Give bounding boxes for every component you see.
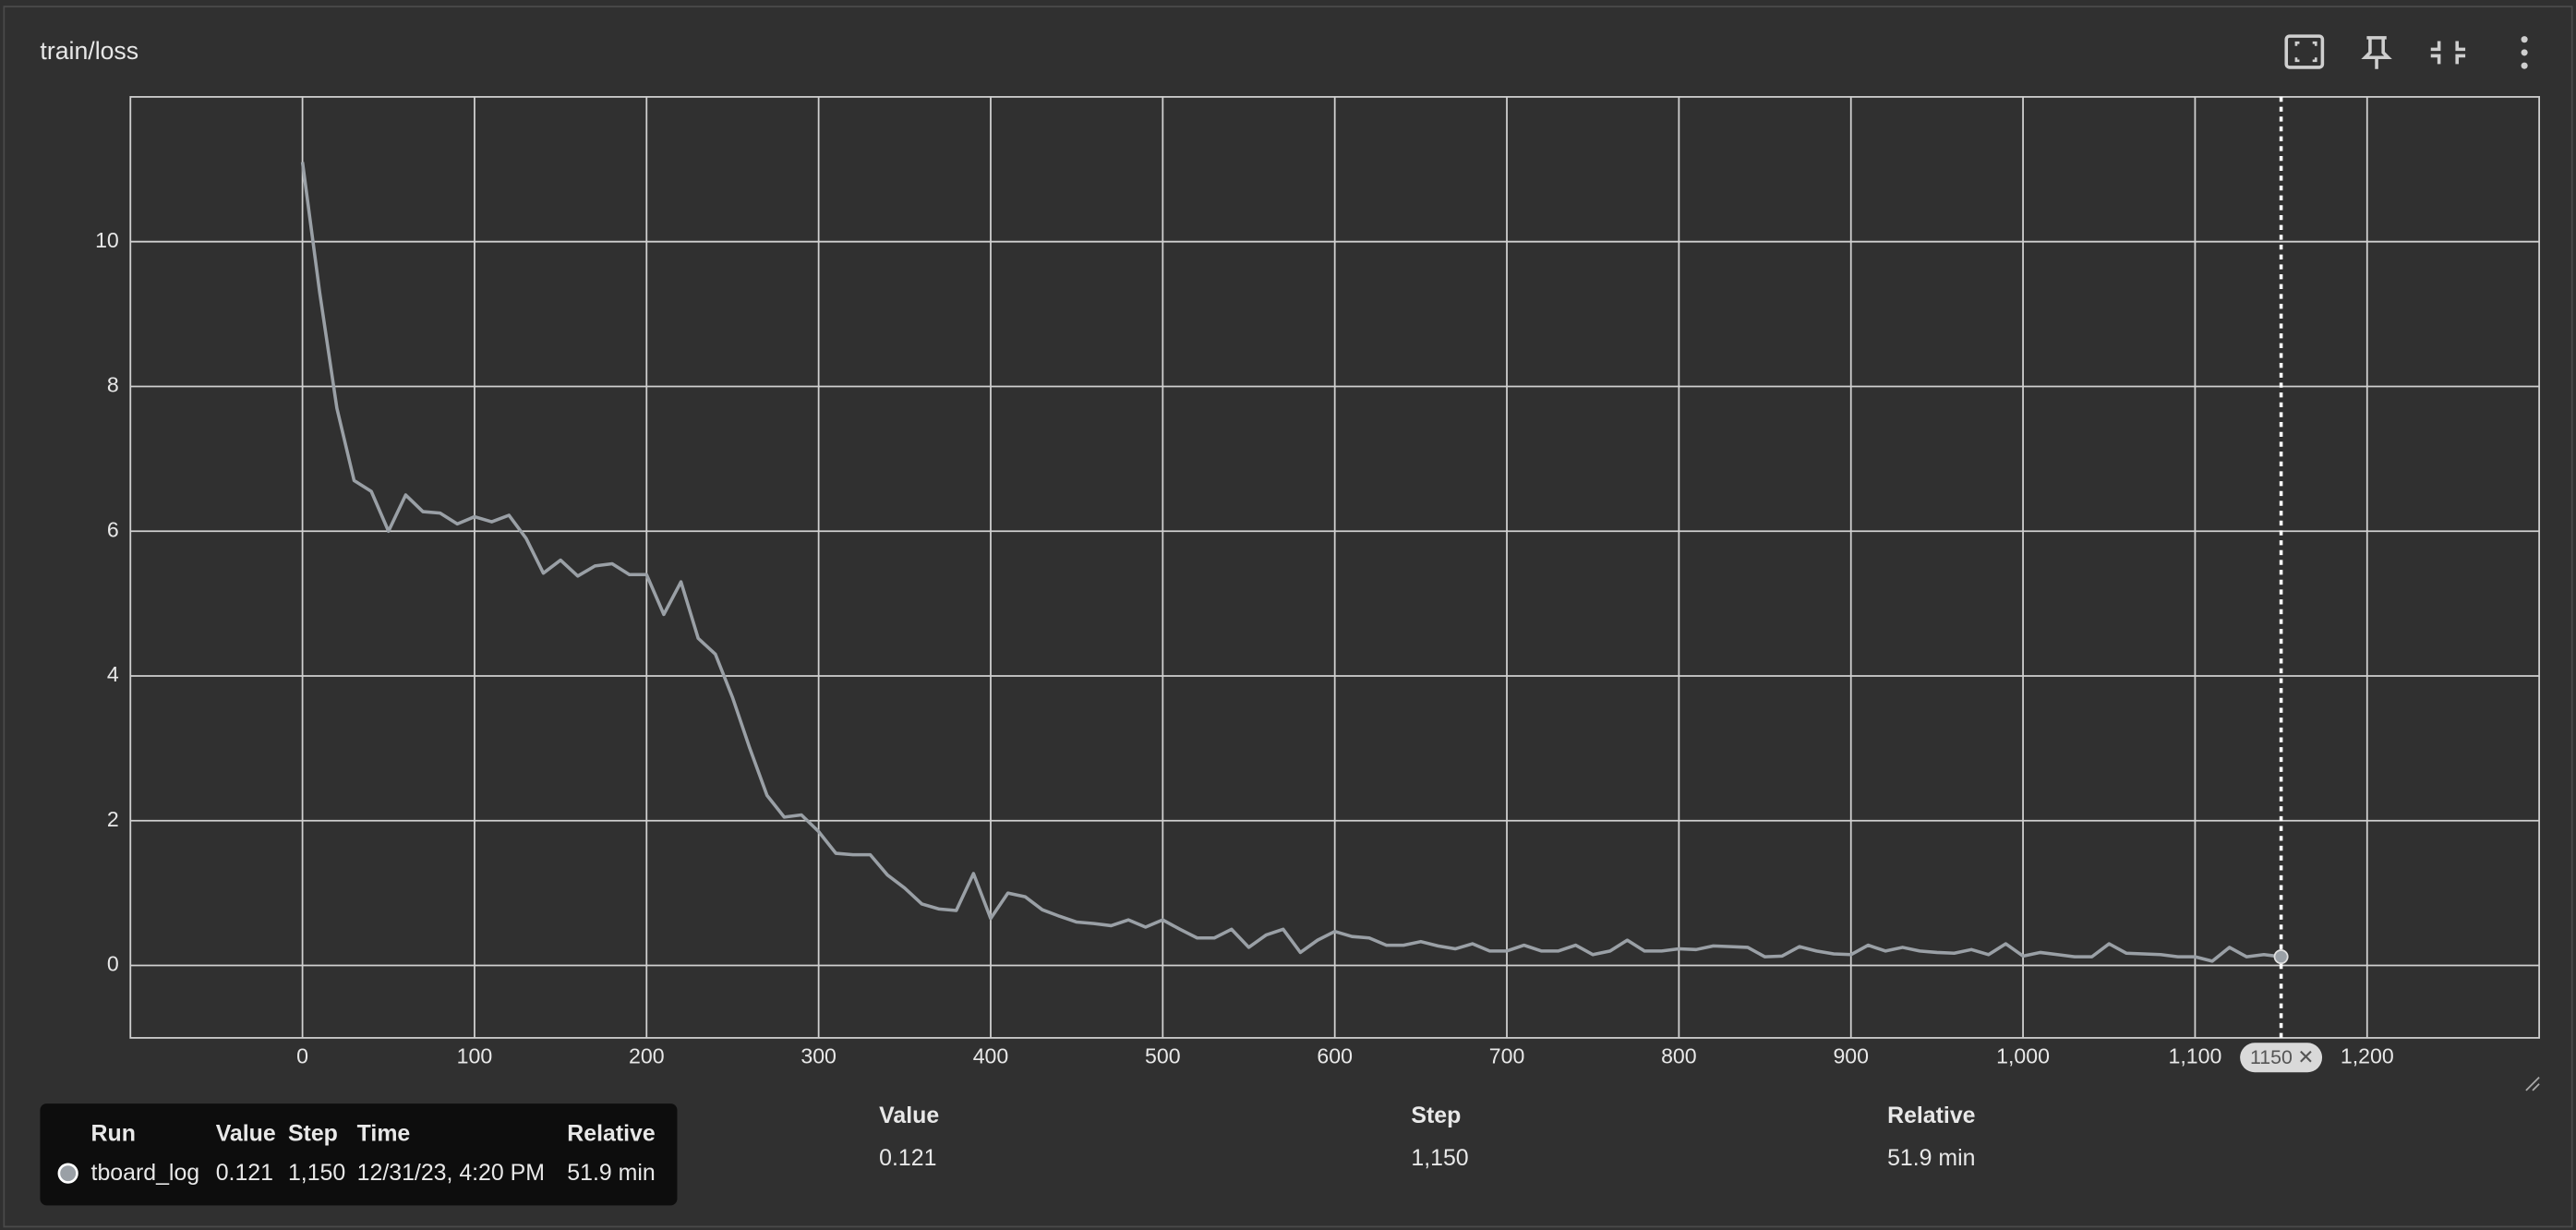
y-tick-label: 4 bbox=[107, 662, 119, 686]
run-swatch bbox=[57, 1163, 78, 1184]
x-tick-label: 400 bbox=[973, 1043, 1009, 1067]
tooltip-header: Time bbox=[357, 1120, 411, 1146]
y-tick-label: 8 bbox=[107, 373, 119, 397]
loss-line bbox=[300, 162, 2281, 963]
x-tick-label: 200 bbox=[629, 1043, 665, 1067]
pin-icon[interactable] bbox=[2361, 36, 2392, 69]
x-tick-label: 800 bbox=[1661, 1043, 1697, 1067]
x-tick-label: 1,100 bbox=[2169, 1043, 2222, 1067]
tooltip-header: Step bbox=[288, 1120, 338, 1146]
fit-icon[interactable] bbox=[2284, 34, 2325, 69]
table-header: Relative bbox=[1887, 1103, 1975, 1128]
x-tick-label: 100 bbox=[457, 1043, 493, 1067]
y-tick-label: 0 bbox=[107, 952, 119, 976]
step-point bbox=[2273, 949, 2289, 965]
table-header: Step bbox=[1411, 1103, 1461, 1128]
tooltip-cell: 12/31/23, 4:20 PM bbox=[357, 1160, 545, 1186]
x-tick-label: 700 bbox=[1489, 1043, 1525, 1067]
x-tick-label: 0 bbox=[296, 1043, 308, 1067]
tooltip-header: Relative bbox=[567, 1120, 655, 1146]
x-tick-label: 1,200 bbox=[2341, 1043, 2394, 1067]
tooltip-cell: 1,150 bbox=[288, 1160, 345, 1186]
collapse-icon[interactable] bbox=[2430, 41, 2466, 65]
table-cell: 0.121 bbox=[879, 1145, 936, 1171]
step-chip-close[interactable]: ✕ bbox=[2297, 1046, 2314, 1068]
tooltip-header: Value bbox=[216, 1120, 276, 1146]
tooltip-cell: tboard_log bbox=[91, 1160, 200, 1186]
card-border bbox=[3, 6, 2573, 1228]
y-tick-label: 2 bbox=[107, 807, 119, 831]
table-cell: 1,150 bbox=[1411, 1145, 1468, 1171]
tooltip: Run tboard_log Value 0.121 Step 1,150 Time 12/3… bbox=[40, 1103, 678, 1206]
step-chip[interactable] bbox=[2240, 1043, 2323, 1073]
tooltip-header: Run bbox=[91, 1120, 136, 1146]
x-tick-label: 900 bbox=[1833, 1043, 1869, 1067]
y-tick-label: 6 bbox=[107, 517, 119, 541]
table-header: Value bbox=[879, 1103, 939, 1128]
tooltip-cell: 0.121 bbox=[216, 1160, 273, 1186]
toolbar bbox=[2284, 34, 2528, 69]
step-chip-label: 1150 bbox=[2250, 1046, 2293, 1068]
x-tick-label: 500 bbox=[1145, 1043, 1181, 1067]
card-title: train/loss bbox=[40, 37, 138, 65]
x-tick-label: 300 bbox=[800, 1043, 837, 1067]
x-tick-label: 1,000 bbox=[1996, 1043, 2050, 1067]
y-tick-label: 10 bbox=[95, 228, 119, 252]
resize-handle[interactable] bbox=[2525, 1076, 2540, 1091]
table-cell: 51.9 min bbox=[1887, 1145, 1975, 1171]
x-tick-label: 600 bbox=[1317, 1043, 1353, 1067]
tooltip-box bbox=[40, 1103, 678, 1206]
tooltip-cell: 51.9 min bbox=[567, 1160, 655, 1186]
menu-icon[interactable] bbox=[2521, 36, 2528, 69]
